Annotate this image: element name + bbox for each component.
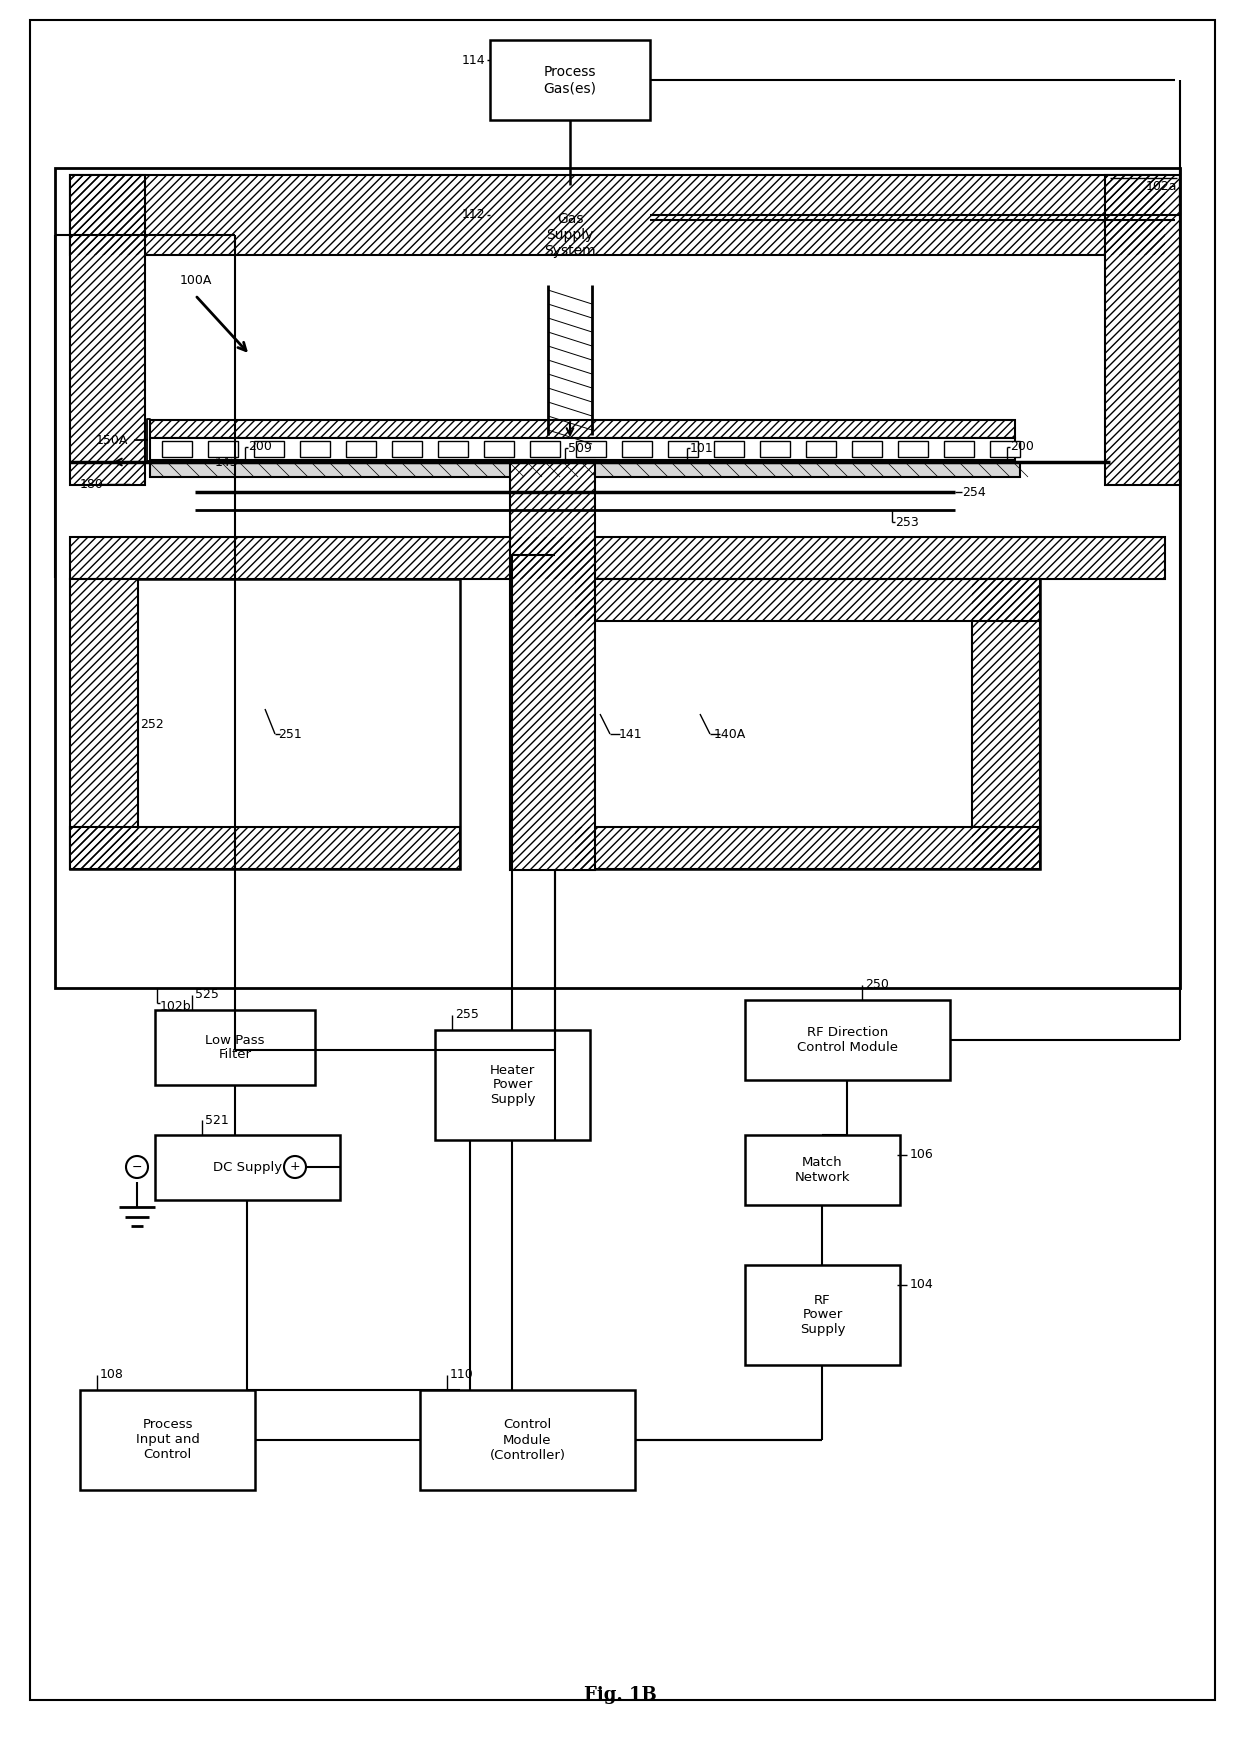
Text: RF
Power
Supply: RF Power Supply	[800, 1293, 846, 1337]
Text: 251: 251	[278, 728, 301, 740]
Text: Process
Gas(es): Process Gas(es)	[543, 64, 596, 96]
Bar	[69, 827, 460, 869]
Bar	[162, 441, 192, 457]
Bar	[69, 827, 460, 869]
Bar	[745, 999, 950, 1079]
Bar	[577, 441, 606, 457]
Bar	[69, 579, 138, 869]
Text: 140A: 140A	[714, 728, 746, 740]
Bar	[575, 579, 1040, 620]
Text: 114: 114	[461, 54, 485, 66]
Text: 112: 112	[461, 209, 485, 221]
Text: RF Direction
Control Module: RF Direction Control Module	[797, 1025, 898, 1053]
Bar	[484, 441, 515, 457]
Bar	[346, 441, 376, 457]
Bar	[438, 441, 467, 457]
Bar	[69, 579, 460, 869]
Text: 102b: 102b	[160, 999, 192, 1013]
Text: Fig. 1B: Fig. 1B	[584, 1686, 656, 1703]
Bar	[668, 441, 698, 457]
Text: 200: 200	[248, 440, 272, 454]
Text: 255: 255	[455, 1008, 479, 1022]
Bar	[622, 441, 652, 457]
Bar	[510, 461, 595, 871]
Text: 200: 200	[1011, 440, 1034, 454]
Text: −: −	[131, 1161, 143, 1173]
Text: 254: 254	[962, 485, 986, 499]
Bar	[81, 1390, 255, 1489]
Text: Low Pass
Filter: Low Pass Filter	[206, 1034, 265, 1062]
Text: Heater
Power
Supply: Heater Power Supply	[490, 1064, 536, 1107]
Bar	[944, 441, 973, 457]
Text: Gas
Supply
System: Gas Supply System	[544, 212, 595, 259]
Bar	[69, 537, 1166, 579]
Bar	[490, 40, 650, 120]
Bar	[254, 441, 284, 457]
Bar	[300, 441, 330, 457]
Bar	[990, 441, 1021, 457]
Text: DC Supply: DC Supply	[213, 1161, 281, 1173]
Text: 509: 509	[568, 441, 591, 455]
Bar	[760, 441, 790, 457]
Bar	[69, 176, 1166, 255]
Bar	[150, 421, 1016, 438]
Bar	[155, 1135, 340, 1199]
Text: Control
Module
(Controller): Control Module (Controller)	[490, 1418, 565, 1462]
Bar	[150, 438, 1016, 461]
Text: 101: 101	[689, 441, 714, 455]
Bar	[806, 441, 836, 457]
Bar	[392, 441, 422, 457]
Bar	[69, 176, 145, 485]
Bar	[529, 441, 560, 457]
Bar	[575, 827, 1040, 869]
Text: 102a: 102a	[1146, 179, 1177, 193]
Bar	[852, 441, 882, 457]
Bar	[435, 1031, 590, 1140]
Bar	[155, 1010, 315, 1085]
Text: +: +	[290, 1161, 300, 1173]
Text: 150A: 150A	[95, 433, 128, 447]
Text: 525: 525	[195, 989, 219, 1001]
Text: 253: 253	[895, 516, 919, 528]
Text: 110: 110	[450, 1368, 474, 1382]
Bar	[490, 184, 650, 285]
Text: 521: 521	[205, 1114, 228, 1126]
Text: 252: 252	[140, 718, 164, 730]
Bar	[972, 579, 1040, 869]
Text: 250: 250	[866, 978, 889, 991]
Bar	[1105, 176, 1180, 485]
Bar	[208, 441, 238, 457]
Bar	[69, 579, 138, 869]
Bar	[575, 579, 1040, 620]
Bar	[745, 1135, 900, 1204]
Text: 180: 180	[81, 478, 104, 490]
Text: 106: 106	[910, 1149, 934, 1161]
Bar	[714, 441, 744, 457]
Text: 104: 104	[910, 1279, 934, 1291]
Bar	[510, 461, 595, 871]
Bar	[69, 176, 145, 485]
Bar	[898, 441, 928, 457]
Text: Process
Input and
Control: Process Input and Control	[135, 1418, 200, 1462]
Bar	[69, 176, 1166, 255]
Bar	[150, 421, 1016, 438]
Bar	[55, 169, 1180, 987]
Bar	[972, 579, 1040, 869]
Bar	[745, 1265, 900, 1364]
Text: Match
Network: Match Network	[795, 1156, 851, 1184]
Text: 143: 143	[215, 455, 238, 469]
Bar	[575, 827, 1040, 869]
Text: 100A: 100A	[180, 273, 212, 287]
Text: 141: 141	[619, 728, 642, 740]
Bar	[420, 1390, 635, 1489]
Bar	[69, 537, 1166, 579]
Bar	[150, 462, 1021, 476]
Bar	[1105, 176, 1180, 485]
Bar	[575, 579, 1040, 869]
Text: 108: 108	[100, 1368, 124, 1382]
